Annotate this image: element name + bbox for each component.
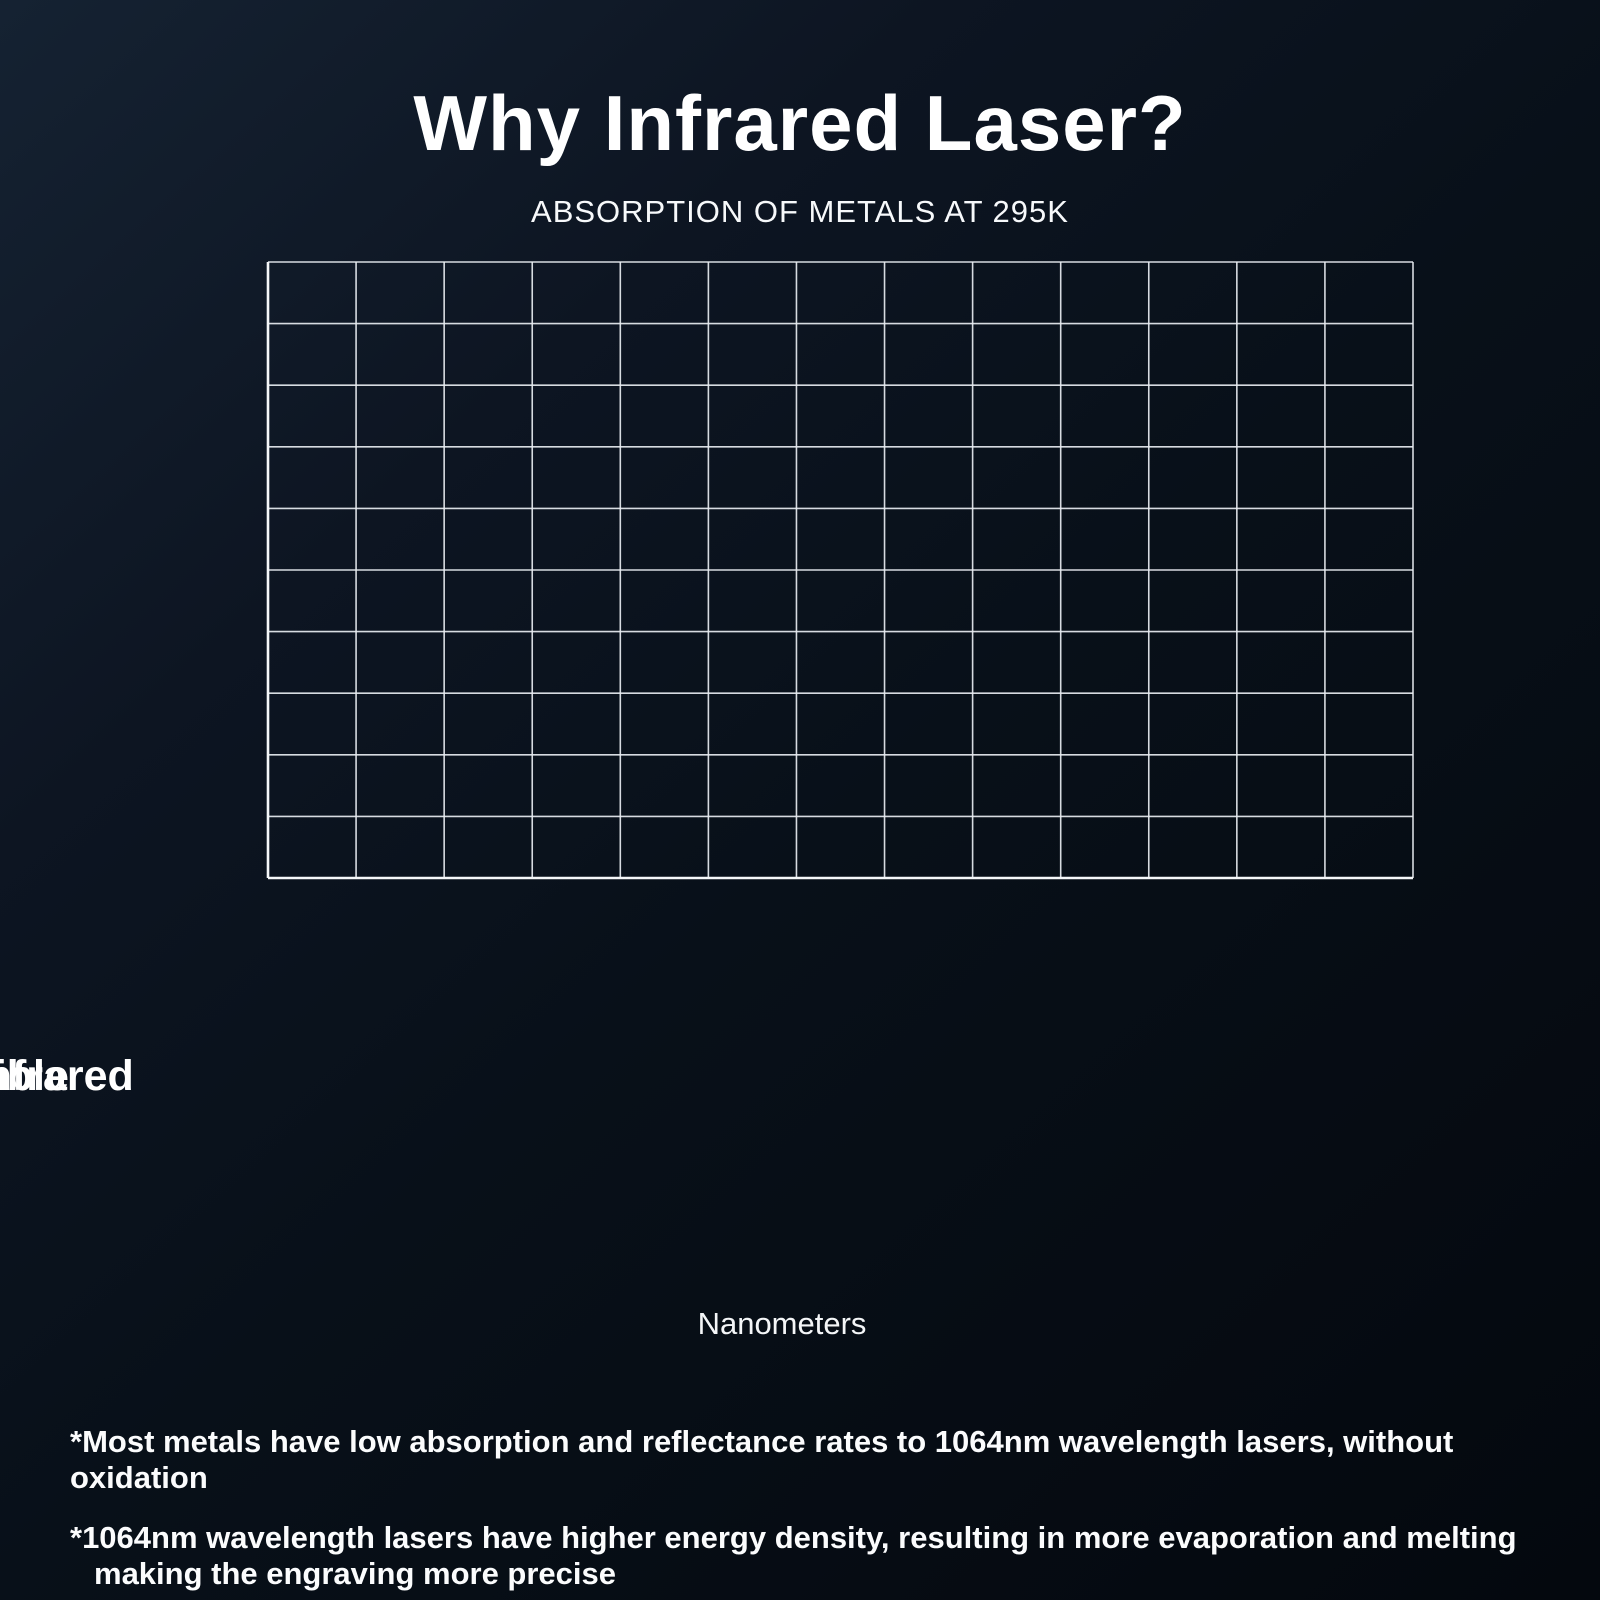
wavelength-spectrum-bar <box>233 1128 1367 1238</box>
page-title: Why Infrared Laser? <box>413 79 1187 167</box>
footnotes: *Most metals have low absorption and ref… <box>70 1424 1560 1592</box>
visible-band-label: Visible <box>0 1052 69 1100</box>
spectrum-caption: Nanometers <box>697 1306 867 1341</box>
footnote-1: *Most metals have low absorption and ref… <box>70 1424 1454 1495</box>
spectrum-tick-labels <box>233 1260 1367 1304</box>
footnote-2-line-2: making the engraving more precise <box>94 1556 617 1591</box>
chart-title: ABSORPTION OF METALS AT 295K <box>531 194 1069 229</box>
footnote-2-line-1: *1064nm wavelength lasers have higher en… <box>70 1520 1517 1555</box>
near-infrared-band-label: Near Infrared <box>0 1052 134 1100</box>
